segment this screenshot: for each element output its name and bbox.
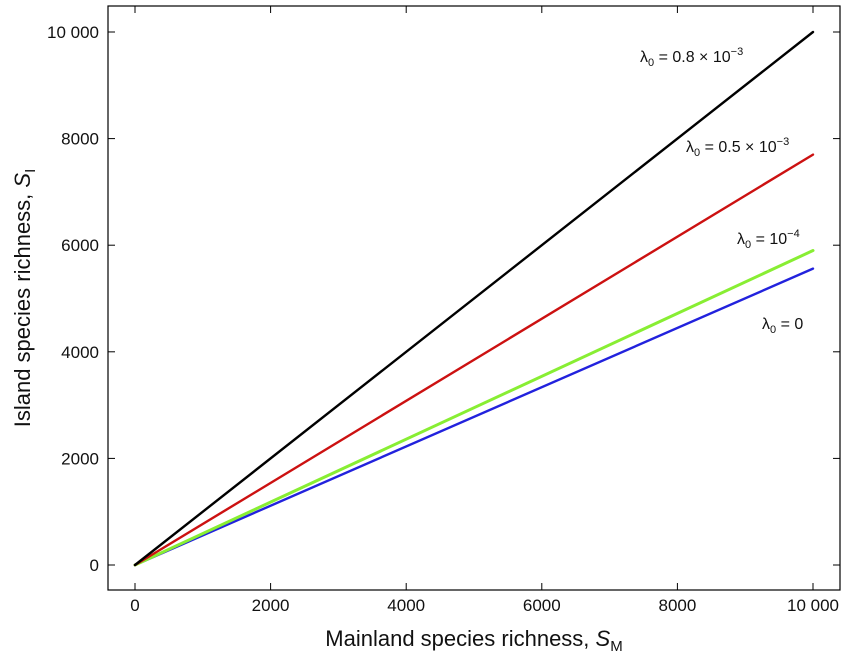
series-lines	[135, 32, 813, 565]
series-label: λ0 = 10−4	[737, 228, 800, 251]
x-tick-label: 10 000	[787, 596, 839, 615]
x-tick-label: 6000	[523, 596, 561, 615]
series-label: λ0 = 0.5 × 10−3	[686, 136, 789, 159]
y-tick-label: 10 000	[47, 23, 99, 42]
x-axis-title-subscript: M	[610, 638, 623, 655]
x-tick-label: 8000	[658, 596, 696, 615]
x-tick-label: 4000	[387, 596, 425, 615]
x-tick-label: 0	[130, 596, 139, 615]
x-tick-label: 2000	[252, 596, 290, 615]
series-line	[135, 269, 813, 565]
x-axis: 0 2000 4000 6000 8000 10 000	[130, 6, 839, 615]
series-label: λ0 = 0	[762, 316, 803, 336]
y-tick-label: 0	[90, 556, 99, 575]
y-axis-title: Island species richness, SI	[10, 169, 39, 428]
y-axis-title-text: Island species richness,	[10, 188, 35, 428]
y-axis-title-subscript: I	[22, 169, 39, 173]
y-tick-label: 8000	[61, 130, 99, 149]
series-label: λ0 = 0.8 × 10−3	[640, 46, 743, 69]
x-axis-title-text: Mainland species richness,	[325, 626, 595, 651]
y-tick-label: 4000	[61, 343, 99, 362]
y-tick-label: 2000	[61, 449, 99, 468]
x-axis-title-symbol: S	[596, 626, 611, 651]
x-axis-title: Mainland species richness, SM	[325, 626, 622, 655]
series-line	[135, 155, 813, 565]
y-axis-title-symbol: S	[10, 173, 35, 188]
y-tick-label: 6000	[61, 236, 99, 255]
